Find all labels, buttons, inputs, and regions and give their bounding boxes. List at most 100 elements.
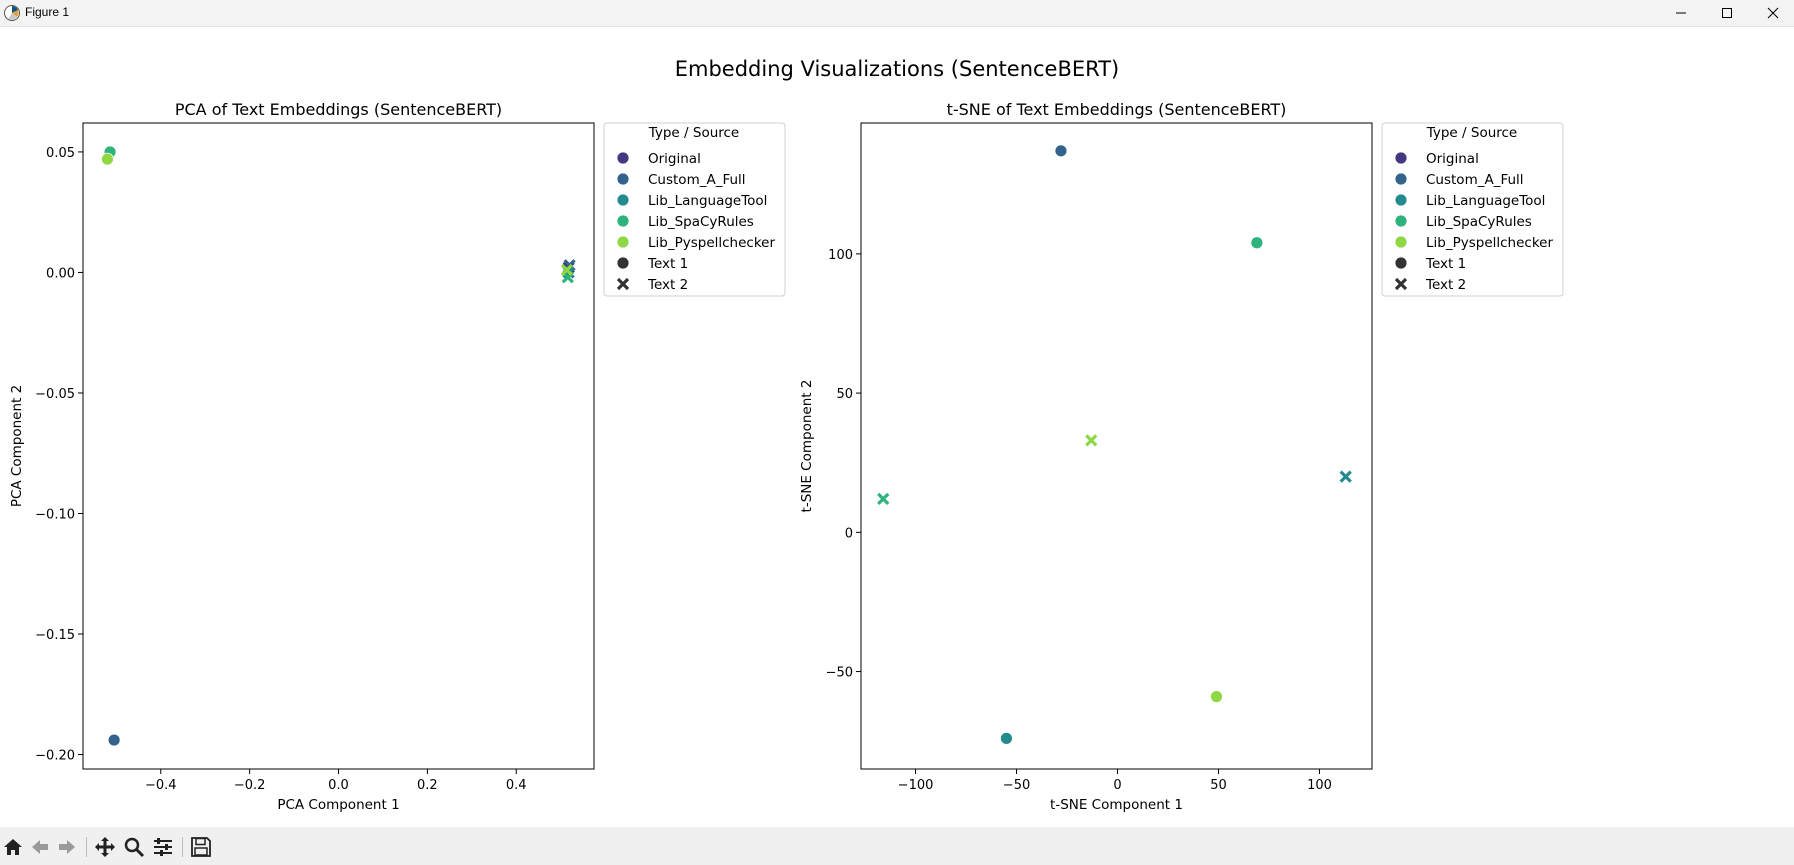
y-tick-label: 0.05 — [46, 146, 75, 161]
x-axis-label: PCA Component 1 — [277, 797, 399, 813]
pan-button[interactable] — [92, 835, 118, 859]
y-tick-label: −0.20 — [35, 749, 75, 764]
legend-marker — [1394, 235, 1408, 249]
home-button[interactable] — [0, 835, 26, 859]
legend: Type / Source Original Custom_A_Full Lib_La… — [1381, 122, 1564, 297]
minimize-button[interactable] — [1658, 0, 1704, 26]
legend-marker — [616, 214, 630, 228]
subplot-title: PCA of Text Embeddings (SentenceBERT) — [175, 100, 502, 119]
legend-entry-label: Lib_Pyspellchecker — [648, 235, 775, 251]
legend-marker — [616, 151, 630, 165]
data-point — [877, 492, 890, 506]
x-tick-label: −100 — [898, 778, 934, 793]
legend-box — [1381, 122, 1564, 297]
legend-marker — [1394, 277, 1408, 291]
sliders-icon — [154, 838, 172, 856]
legend-entry-label: Lib_SpaCyRules — [1426, 214, 1532, 230]
legend-marker — [1394, 151, 1408, 165]
navigation-toolbar — [0, 827, 1794, 865]
maximize-button[interactable] — [1704, 0, 1750, 26]
y-tick-label: 0.00 — [46, 266, 75, 281]
data-point — [101, 152, 114, 166]
data-point — [1054, 144, 1068, 158]
toolbar-separator — [182, 837, 183, 857]
legend-marker — [1394, 193, 1408, 207]
home-icon — [4, 839, 22, 855]
subplot-title: t-SNE of Text Embeddings (SentenceBERT) — [947, 100, 1287, 119]
x-tick-label: −0.4 — [145, 778, 177, 793]
y-tick-label: 0 — [845, 526, 853, 541]
x-tick-label: −0.2 — [234, 778, 266, 793]
legend-entry-label: Lib_Pyspellchecker — [1426, 235, 1553, 251]
y-tick-label: 50 — [836, 387, 853, 402]
x-tick-label: 0.4 — [506, 778, 527, 793]
y-axis-label: PCA Component 2 — [9, 385, 25, 507]
x-tick-label: 0.0 — [328, 778, 349, 793]
legend-marker — [1394, 214, 1408, 228]
move-arrows-icon — [95, 837, 115, 857]
minimize-icon — [1676, 12, 1686, 14]
legend-marker — [616, 256, 630, 270]
data-point — [1000, 731, 1013, 745]
matplotlib-app-icon — [4, 5, 20, 21]
axes-frame — [82, 122, 595, 770]
window-titlebar: Figure 1 — [0, 0, 1794, 27]
zoom-button[interactable] — [121, 835, 147, 859]
legend-entry-label: Text 1 — [647, 256, 688, 272]
plots-svg: −0.4 −0.2 0.0 0.2 0.4 −0.20 −0.15 −0.10 −0.05 0.0… — [9, 100, 1564, 813]
y-tick-label: −0.15 — [35, 628, 75, 643]
legend-marker — [616, 172, 630, 186]
x-tick-label: −50 — [1003, 778, 1030, 793]
subplot-1: −0.4 −0.2 0.0 0.2 0.4 −0.20 −0.15 −0.10 −0.05 0.0… — [9, 100, 595, 813]
back-button[interactable] — [27, 835, 53, 859]
legend-entry-label: Lib_LanguageTool — [1426, 193, 1545, 209]
close-button[interactable] — [1750, 0, 1794, 26]
y-tick-label: −0.10 — [35, 507, 75, 522]
x-tick-label: 50 — [1210, 778, 1227, 793]
legend-marker — [616, 235, 630, 249]
data-point — [560, 263, 574, 277]
legend-entry-label: Custom_A_Full — [648, 172, 746, 188]
legend-entry-label: Lib_LanguageTool — [648, 193, 767, 209]
legend-entry-label: Original — [648, 151, 701, 167]
toolbar-separator — [86, 837, 87, 857]
close-icon — [1767, 7, 1779, 19]
magnifier-icon — [124, 837, 145, 858]
maximize-icon — [1722, 8, 1732, 18]
legend-marker — [1394, 256, 1408, 270]
save-button[interactable] — [188, 835, 214, 859]
figure-title: Embedding Visualizations (SentenceBERT) — [674, 57, 1120, 81]
arrow-left-icon — [32, 840, 48, 854]
legend-title: Type / Source — [648, 125, 740, 141]
data-point — [107, 733, 121, 747]
floppy-disk-icon — [191, 837, 211, 857]
arrow-right-icon — [59, 840, 75, 854]
y-tick-label: 100 — [828, 248, 853, 263]
window-title: Figure 1 — [25, 5, 70, 19]
x-axis-label: t-SNE Component 1 — [1050, 797, 1183, 813]
axes-frame — [860, 122, 1373, 770]
configure-subplots-button[interactable] — [150, 835, 176, 859]
legend-title: Type / Source — [1426, 125, 1518, 141]
legend-entry-label: Lib_SpaCyRules — [648, 214, 754, 230]
subplot-2: −100 −50 0 50 100 −50 0 50 100 t-SNE of Text Embe… — [799, 100, 1373, 813]
legend-marker — [1394, 172, 1408, 186]
legend-box — [603, 122, 786, 297]
x-tick-label: 100 — [1307, 778, 1332, 793]
data-point — [1250, 236, 1264, 250]
legend-entry-label: Text 2 — [1425, 277, 1466, 293]
data-point — [1339, 470, 1352, 483]
data-point — [1210, 690, 1223, 704]
legend-entry-label: Custom_A_Full — [1426, 172, 1524, 188]
figure-canvas[interactable]: Embedding Visualizations (SentenceBERT) … — [0, 27, 1794, 827]
legend-marker — [616, 193, 630, 207]
forward-button[interactable] — [54, 835, 80, 859]
y-tick-label: −50 — [826, 666, 853, 681]
data-point — [1085, 434, 1098, 447]
y-axis-label: t-SNE Component 2 — [799, 380, 815, 513]
legend-entry-label: Original — [1426, 151, 1479, 167]
x-tick-label: 0.2 — [417, 778, 438, 793]
legend-entry-label: Text 1 — [1425, 256, 1466, 272]
legend: Type / Source Original Custom_A_Full Lib_La… — [603, 122, 786, 297]
y-tick-label: −0.05 — [35, 387, 75, 402]
